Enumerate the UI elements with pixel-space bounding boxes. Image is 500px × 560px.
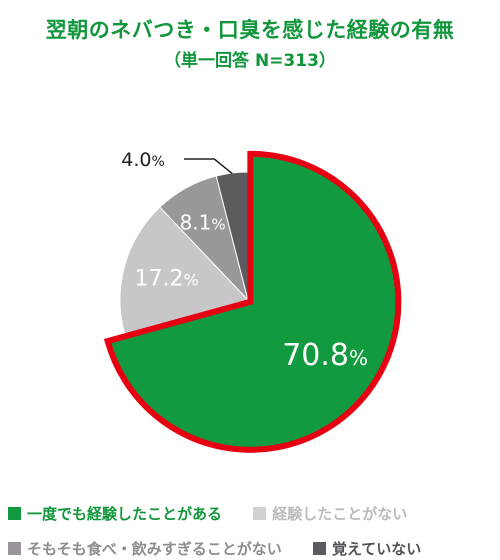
pie-slices: [103, 150, 402, 453]
pie-chart: 70.8% 17.2% 8.1% 4.0%: [103, 149, 402, 453]
legend-swatch: [312, 542, 326, 555]
legend-swatch: [8, 507, 21, 520]
legend-swatch: [253, 507, 267, 520]
legend-label: 覚えていない: [331, 540, 422, 558]
legend-label: そもそも食べ・飲みすぎることがない: [27, 540, 282, 558]
data-label-no-overeating: 8.1%: [180, 211, 226, 235]
legend-label: 一度でも経験したことがある: [27, 505, 223, 523]
data-label-experienced: 70.8%: [282, 338, 368, 373]
legend-item-dont-remember: 覚えていない: [312, 538, 422, 559]
pie-slice: [119, 206, 249, 335]
legend-row-2: そもそも食べ・飲みすぎることがない 覚えていない: [8, 538, 447, 559]
pie-slice: [103, 150, 402, 453]
data-label-never: 17.2%: [135, 266, 199, 291]
leader-line: [184, 158, 233, 175]
legend-row-1: 一度でも経験したことがある 経験したことがない: [8, 503, 433, 524]
legend-item-no-overeating: そもそも食べ・飲みすぎることがない: [8, 538, 282, 559]
data-label-dont-remember: 4.0%: [121, 149, 165, 171]
chart-title: 翌朝のネバつき・口臭を感じた経験の有無: [45, 18, 455, 42]
legend-item-experienced: 一度でも経験したことがある: [8, 503, 222, 524]
legend-label: 経験したことがない: [272, 505, 408, 523]
pie-labels: 70.8% 17.2% 8.1% 4.0%: [121, 149, 368, 373]
legend-item-never: 経験したことがない: [253, 503, 407, 524]
chart-subtitle: （単一回答 N=313）: [164, 51, 336, 71]
legend-swatch: [8, 542, 21, 555]
